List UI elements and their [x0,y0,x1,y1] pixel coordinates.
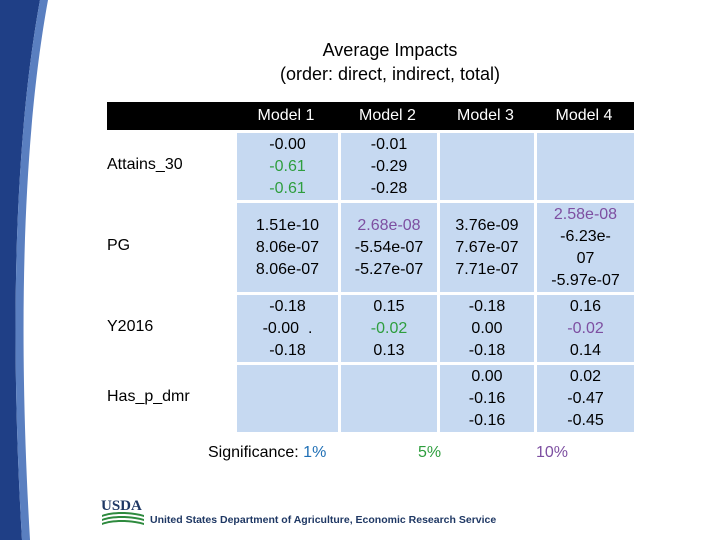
legend-10pct: 10% [536,444,569,461]
cell-value: 2.58e-08 [553,205,618,223]
slide-title: Average Impacts (order: direct, indirect… [180,38,600,86]
table-row: PG 1.51e-10 8.06e-07 8.06e-07 2.68e-08 -5.54e… [107,200,634,292]
decorative-swoosh [0,0,48,540]
cell-value: 0.16 [569,297,602,315]
cell-value: -0.01 [370,135,408,153]
legend-1pct: 1% [303,444,327,461]
row-label: PG [107,200,234,292]
table-cell [437,130,534,200]
cell-value: 07 [576,249,595,267]
cell-value: 2.68e-08 [357,216,421,234]
cell-value: 0.13 [373,341,405,359]
row-label: Attains_30 [107,130,234,200]
legend-label: Significance: [208,444,304,461]
table-cell [234,362,338,432]
table-row: Attains_30 -0.00 -0.61 -0.61 -0.01 -0.29 -0.28 [107,130,634,200]
cell-value: -0.29 [370,157,408,175]
table-cell: -0.01 -0.29 -0.28 [338,130,437,200]
table-row: Has_p_dmr 0.00 -0.16 -0.16 0.02 -0.47 -0.45 [107,362,634,432]
impacts-table: Model 1 Model 2 Model 3 Model 4 Attains_… [107,102,634,432]
table-cell: 1.51e-10 8.06e-07 8.06e-07 [234,200,338,292]
header-model-2: Model 2 [338,102,437,130]
row-label: Y2016 [107,292,234,362]
header-row: Model 1 Model 2 Model 3 Model 4 [107,102,634,130]
table-cell: 0.15 -0.02 0.13 [338,292,437,362]
cell-value: 0.14 [569,341,602,359]
table-cell [534,130,634,200]
cell-value: -0.18 [269,341,306,359]
table-cell: -0.00 -0.61 -0.61 [234,130,338,200]
title-line-2: (order: direct, indirect, total) [279,64,501,84]
table-cell: 0.00 -0.16 -0.16 [437,362,534,432]
table-cell: 0.02 -0.47 -0.45 [534,362,634,432]
cell-value: -0.47 [567,389,604,407]
cell-value: 3.76e-09 [455,216,519,234]
cell-value: -0.02 [370,319,408,337]
cell-value: 8.06e-07 [255,260,320,278]
cell-value: 0.00 [471,367,503,385]
cell-value: -5.54e-07 [354,238,424,256]
table-cell: -0.18 0.00 -0.18 [437,292,534,362]
cell-value: -0.18 [468,341,506,359]
cell-value: 0.15 [373,297,405,315]
legend-significance: Significance: 1% [208,444,326,462]
cell-value: -0.16 [468,411,506,429]
table-cell: 2.58e-08 -6.23e- 07 -5.97e-07 [534,200,634,292]
footer-org-text: United States Department of Agriculture,… [150,514,497,526]
cell-value: 1.51e-10 [255,216,320,234]
table-cell: 0.16 -0.02 0.14 [534,292,634,362]
cell-value: -0.00 [269,135,306,153]
table-row: Y2016 -0.18 -0.00 . -0.18 0.15 -0.02 0.13 -0.18… [107,292,634,362]
cell-value: -5.27e-07 [354,260,424,278]
table-cell [338,362,437,432]
title-line-1: Average Impacts [322,40,458,60]
cell-value: -0.28 [370,179,408,197]
cell-value: -0.18 [269,297,306,315]
table-cell: 3.76e-09 7.67e-07 7.71e-07 [437,200,534,292]
cell-value: -5.97e-07 [551,271,620,289]
cell-value: 8.06e-07 [255,238,320,256]
cell-value: -0.18 [468,297,506,315]
cell-value: 7.67e-07 [455,238,519,256]
header-model-4: Model 4 [534,102,634,130]
footer: USDA United States Department of Agricul… [100,496,496,528]
row-label: Has_p_dmr [107,362,234,432]
header-blank [107,102,234,130]
table-cell: 2.68e-08 -5.54e-07 -5.27e-07 [338,200,437,292]
cell-value: -0.45 [567,411,604,429]
cell-value: 0.02 [569,367,602,385]
cell-value: -6.23e- [560,227,611,245]
usda-logo-text: USDA [101,498,142,514]
usda-logo: USDA [101,498,144,525]
table-cell: -0.18 -0.00 . -0.18 [234,292,338,362]
cell-value: -0.61 [269,157,306,175]
legend-5pct: 5% [418,444,442,461]
cell-value: -0.61 [269,179,306,197]
header-model-3: Model 3 [437,102,534,130]
cell-value: -0.16 [468,389,506,407]
header-model-1: Model 1 [234,102,338,130]
cell-value: -0.02 [567,319,604,337]
cell-value: 0.00 [471,319,503,337]
cell-value: 7.71e-07 [455,260,519,278]
cell-value: -0.00 . [262,319,313,337]
